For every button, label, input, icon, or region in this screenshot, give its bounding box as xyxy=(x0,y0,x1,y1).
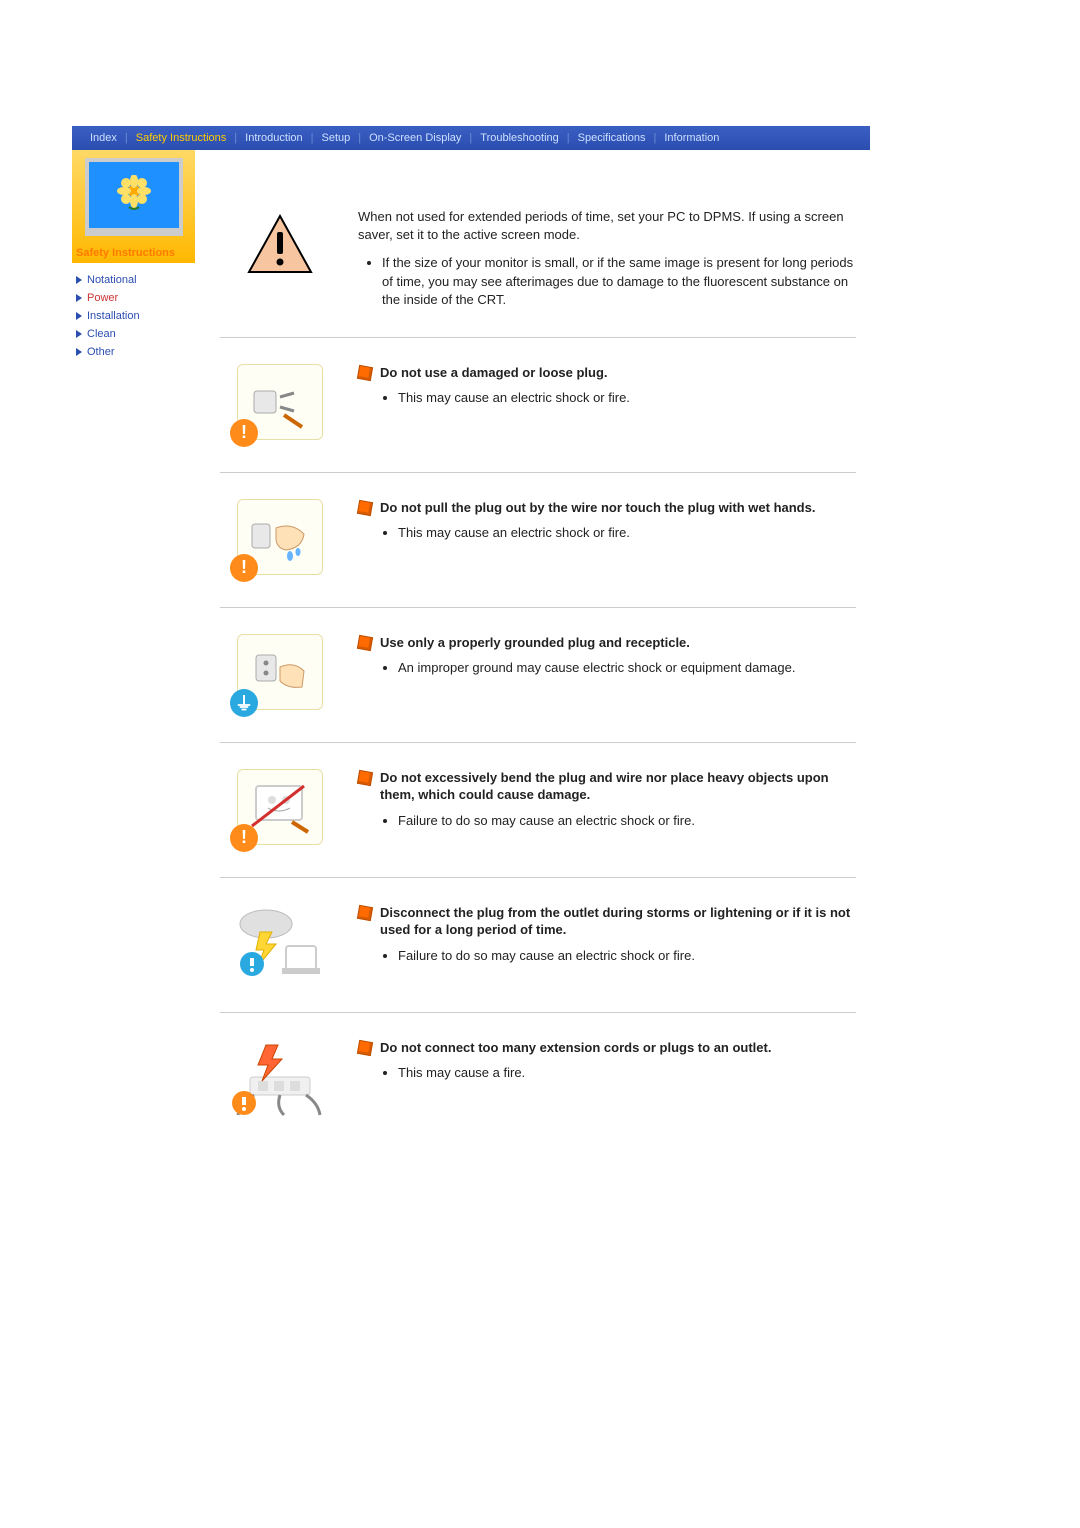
nav-information[interactable]: Information xyxy=(656,132,727,144)
banner-monitor-icon xyxy=(85,158,183,236)
info-badge-icon: ⏚ xyxy=(230,689,258,717)
section-title: Do not excessively bend the plug and wir… xyxy=(380,769,856,804)
chevron-right-icon xyxy=(76,312,82,320)
sidebar-item-installation[interactable]: Installation xyxy=(76,307,195,325)
overloaded-outlet-icon xyxy=(230,1037,330,1117)
cube-bullet-icon xyxy=(357,365,373,381)
nav-safety[interactable]: Safety Instructions xyxy=(128,132,235,144)
section-bullet: Failure to do so may cause an electric s… xyxy=(398,947,856,965)
chevron-right-icon xyxy=(76,294,82,302)
warning-triangle-icon xyxy=(220,198,340,290)
safety-section: ! Do not pull the plug out by the wire n… xyxy=(220,472,856,607)
safety-section: ⏚ Use only a properly grounded plug and … xyxy=(220,607,856,742)
sidebar-item-label: Installation xyxy=(87,310,140,322)
intro-block: When not used for extended periods of ti… xyxy=(220,198,856,313)
safety-section: Do not connect too many extension cords … xyxy=(220,1012,856,1147)
sidebar-item-power[interactable]: Power xyxy=(76,289,195,307)
top-nav: Index | Safety Instructions | Introducti… xyxy=(72,126,870,150)
sidebar-item-label: Other xyxy=(87,346,115,358)
sidebar-item-label: Clean xyxy=(87,328,116,340)
cube-bullet-icon xyxy=(357,500,373,516)
section-bullet: This may cause an electric shock or fire… xyxy=(398,524,856,542)
section-illustration xyxy=(220,1031,340,1123)
section-title: Do not pull the plug out by the wire nor… xyxy=(380,499,815,517)
nav-index[interactable]: Index xyxy=(82,132,125,144)
intro-text: When not used for extended periods of ti… xyxy=(358,198,856,313)
plug-damaged-icon: ! xyxy=(237,364,323,440)
section-bullet: This may cause an electric shock or fire… xyxy=(398,389,856,407)
cube-bullet-icon xyxy=(357,1040,373,1056)
safety-section: ! Do not use a damaged or loose plug. Th… xyxy=(220,337,856,472)
nav-introduction[interactable]: Introduction xyxy=(237,132,310,144)
sidebar-item-label: Power xyxy=(87,292,118,304)
safety-section: Disconnect the plug from the outlet duri… xyxy=(220,877,856,1012)
warn-badge-icon: ! xyxy=(230,824,258,852)
section-illustration: ! xyxy=(220,491,340,583)
sidebar-banner: Safety Instructions xyxy=(72,150,195,263)
section-bullet: An improper ground may cause electric sh… xyxy=(398,659,856,677)
intro-para: When not used for extended periods of ti… xyxy=(358,208,856,244)
cube-bullet-icon xyxy=(357,635,373,651)
nav-specifications[interactable]: Specifications xyxy=(570,132,654,144)
sidebar-links: Notational Power Installation Clean Othe… xyxy=(72,263,195,361)
storm-unplug-icon xyxy=(230,902,330,982)
safety-section: ! Do not excessively bend the plug and w… xyxy=(220,742,856,877)
nav-osd[interactable]: On-Screen Display xyxy=(361,132,469,144)
cube-bullet-icon xyxy=(357,770,373,786)
sidebar-item-clean[interactable]: Clean xyxy=(76,325,195,343)
nav-setup[interactable]: Setup xyxy=(313,132,358,144)
chevron-right-icon xyxy=(76,348,82,356)
warn-badge-icon: ! xyxy=(230,554,258,582)
section-illustration: ! xyxy=(220,356,340,448)
sidebar: Safety Instructions Notational Power Ins… xyxy=(72,150,195,361)
section-title: Disconnect the plug from the outlet duri… xyxy=(380,904,856,939)
bent-wire-icon: ! xyxy=(237,769,323,845)
main-content: When not used for extended periods of ti… xyxy=(220,198,856,1147)
section-bullet: This may cause a fire. xyxy=(398,1064,856,1082)
sidebar-item-other[interactable]: Other xyxy=(76,343,195,361)
section-illustration: ! xyxy=(220,761,340,853)
cube-bullet-icon xyxy=(357,905,373,921)
plug-wet-hands-icon: ! xyxy=(237,499,323,575)
grounded-plug-icon: ⏚ xyxy=(237,634,323,710)
warn-badge-icon: ! xyxy=(230,419,258,447)
section-illustration: ⏚ xyxy=(220,626,340,718)
sidebar-item-label: Notational xyxy=(87,274,137,286)
intro-bullet: If the size of your monitor is small, or… xyxy=(382,254,856,309)
sidebar-item-notational[interactable]: Notational xyxy=(76,271,195,289)
section-bullet: Failure to do so may cause an electric s… xyxy=(398,812,856,830)
section-title: Use only a properly grounded plug and re… xyxy=(380,634,690,652)
section-title: Do not use a damaged or loose plug. xyxy=(380,364,608,382)
chevron-right-icon xyxy=(76,330,82,338)
flower-icon xyxy=(111,175,157,215)
chevron-right-icon xyxy=(76,276,82,284)
nav-troubleshooting[interactable]: Troubleshooting xyxy=(472,132,566,144)
sidebar-title: Safety Instructions xyxy=(72,247,195,259)
section-illustration xyxy=(220,896,340,988)
section-title: Do not connect too many extension cords … xyxy=(380,1039,771,1057)
